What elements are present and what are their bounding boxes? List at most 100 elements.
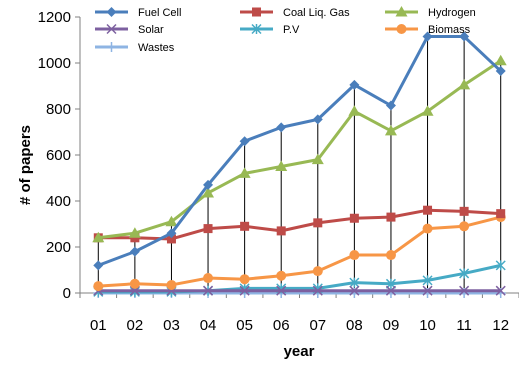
x-tick-label: 07 bbox=[309, 317, 326, 334]
x-tick-label: 06 bbox=[273, 317, 290, 334]
data-point bbox=[459, 268, 470, 279]
y-axis-title: # of papers bbox=[17, 125, 34, 205]
data-point bbox=[386, 212, 396, 222]
drop-lines bbox=[97, 36, 502, 293]
x-tick-label: 01 bbox=[90, 317, 107, 334]
data-point bbox=[312, 266, 323, 277]
x-tick-label: 12 bbox=[492, 317, 509, 334]
data-point bbox=[313, 218, 323, 228]
series-line bbox=[98, 59, 502, 240]
x-tick-label: 11 bbox=[456, 317, 472, 334]
legend-marker bbox=[396, 24, 407, 34]
data-point bbox=[203, 285, 214, 296]
data-point bbox=[203, 179, 214, 190]
data-point bbox=[130, 233, 140, 243]
data-point bbox=[93, 260, 104, 271]
data-point bbox=[312, 285, 323, 296]
data-point bbox=[276, 122, 287, 133]
data-point bbox=[129, 246, 140, 257]
data-point bbox=[349, 277, 360, 288]
legend-item: Hydrogen bbox=[385, 6, 476, 19]
legend-label: Hydrogen bbox=[428, 7, 476, 19]
data-point bbox=[203, 224, 213, 234]
data-point bbox=[92, 231, 105, 243]
x-tick-label: 02 bbox=[127, 317, 144, 334]
data-point bbox=[495, 66, 506, 77]
legend-label: P.V bbox=[283, 24, 300, 36]
series-hydrogen bbox=[92, 54, 507, 243]
data-point bbox=[423, 205, 433, 215]
legend-label: Coal Liq. Gas bbox=[283, 7, 350, 19]
data-point bbox=[495, 260, 506, 271]
legend-label: Wastes bbox=[138, 42, 175, 54]
x-tick-label: 10 bbox=[419, 317, 436, 334]
data-point bbox=[422, 285, 433, 296]
data-point bbox=[239, 274, 250, 285]
data-point bbox=[276, 270, 287, 281]
data-point bbox=[312, 114, 323, 125]
y-tick-label: 200 bbox=[46, 239, 71, 256]
legend-marker bbox=[106, 7, 117, 17]
series-line bbox=[97, 35, 502, 267]
series-line bbox=[98, 263, 502, 294]
data-point bbox=[348, 105, 361, 116]
y-tick-label: 0 bbox=[63, 285, 71, 302]
data-point bbox=[422, 223, 433, 234]
legend-item: Biomass bbox=[385, 24, 471, 36]
data-point bbox=[202, 186, 215, 198]
series-fuel-cell bbox=[93, 31, 506, 271]
legend-marker bbox=[395, 6, 408, 17]
data-point bbox=[496, 209, 506, 219]
data-point bbox=[240, 221, 250, 231]
data-point bbox=[311, 153, 324, 165]
series-layer bbox=[92, 31, 507, 298]
data-point bbox=[349, 285, 360, 296]
data-point bbox=[166, 234, 176, 244]
legend-item: Solar bbox=[95, 23, 164, 36]
x-tick-label: 05 bbox=[236, 317, 253, 334]
data-point bbox=[459, 221, 470, 232]
data-point bbox=[385, 100, 396, 111]
data-point bbox=[349, 250, 360, 261]
legend-marker bbox=[106, 42, 117, 52]
x-axis-title: year bbox=[284, 343, 315, 360]
series-biomass bbox=[93, 212, 506, 292]
y-tick-label: 600 bbox=[46, 147, 71, 164]
series-solar bbox=[93, 285, 506, 296]
data-point bbox=[166, 228, 177, 239]
data-point bbox=[495, 285, 506, 296]
series-line bbox=[98, 215, 502, 288]
data-point bbox=[276, 285, 287, 296]
legend-label: Solar bbox=[138, 24, 164, 36]
series-line bbox=[98, 208, 501, 241]
data-point bbox=[422, 31, 433, 42]
data-point bbox=[384, 124, 397, 136]
legend-item: Wastes bbox=[95, 42, 175, 54]
y-tick-label: 1000 bbox=[38, 55, 71, 72]
data-point bbox=[385, 285, 396, 296]
x-tick-label: 03 bbox=[163, 317, 180, 334]
legend-item: P.V bbox=[240, 23, 300, 36]
legend-label: Fuel Cell bbox=[138, 7, 181, 19]
series-coal-liq-gas bbox=[93, 205, 506, 244]
data-point bbox=[128, 227, 141, 238]
data-point bbox=[276, 226, 286, 236]
data-point bbox=[349, 213, 359, 223]
legend-marker bbox=[106, 23, 117, 35]
data-point bbox=[165, 215, 178, 227]
data-point bbox=[421, 105, 434, 116]
data-point bbox=[385, 250, 396, 261]
legend-item: Coal Liq. Gas bbox=[240, 7, 350, 19]
legend-marker bbox=[252, 7, 261, 17]
legend-label: Biomass bbox=[428, 24, 471, 36]
y-tick-label: 800 bbox=[46, 101, 71, 118]
data-point bbox=[93, 281, 104, 292]
data-point bbox=[275, 160, 288, 171]
data-point bbox=[459, 206, 469, 216]
legend-marker bbox=[251, 23, 262, 35]
data-point bbox=[458, 78, 471, 90]
x-tick-label: 08 bbox=[346, 317, 363, 334]
data-point bbox=[238, 167, 251, 178]
data-point bbox=[239, 136, 250, 147]
